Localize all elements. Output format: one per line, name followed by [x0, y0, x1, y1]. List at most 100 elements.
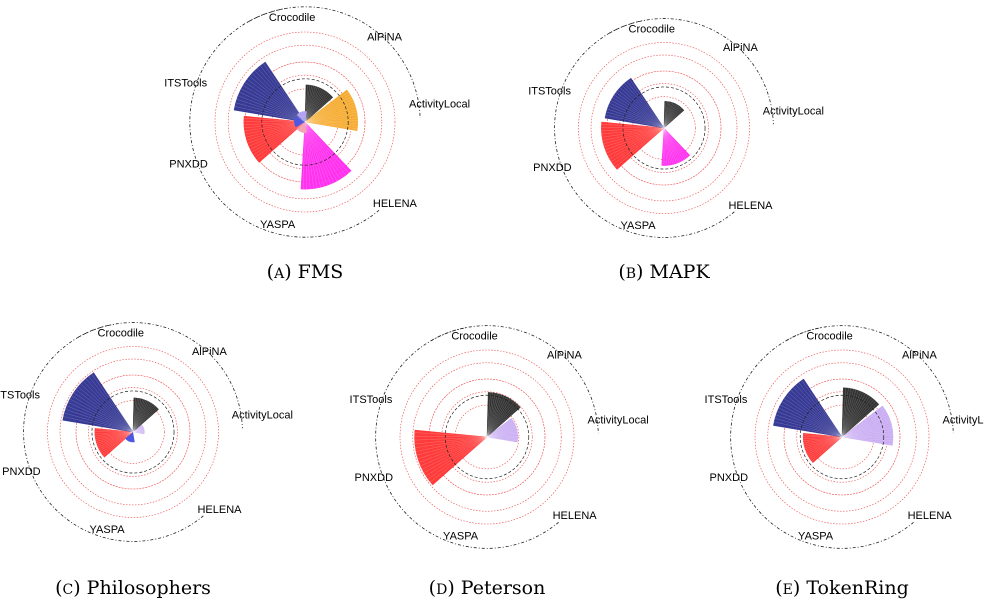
bar-facet-line [132, 398, 138, 433]
bar-facet-line [841, 389, 854, 438]
bar-facet-line [304, 121, 311, 190]
bar-facet-line [606, 111, 665, 129]
bar-facet-line [304, 99, 353, 123]
center-wedge [296, 122, 307, 133]
bar-facet-line [486, 420, 514, 438]
bar-facet-line [841, 436, 894, 439]
bar-facet-line [80, 383, 134, 433]
bar-facet-line [263, 63, 306, 123]
panel-d: Crocodile AlPiNA ActivityLocal HELENA YASPA P… [350, 325, 649, 599]
bar-itstools [233, 61, 306, 123]
tool-label-crocodile: Crocodile [269, 12, 315, 24]
bar-facet-line [416, 436, 488, 456]
bar-facet-line [841, 436, 893, 442]
bar-facet-line [304, 121, 347, 176]
bar-facet-line [65, 409, 134, 433]
bar-facet-line [414, 436, 488, 438]
bar-facet-line [427, 436, 488, 480]
bar-facet-line [774, 418, 843, 438]
tool-label-helena: HELENA [908, 510, 953, 522]
panel-caption: (A) FMS [267, 261, 344, 283]
center-wedge [125, 432, 135, 443]
bar-facet-line [624, 83, 665, 129]
panel-caption: (D) Peterson [429, 577, 546, 599]
bar-facet-line [304, 85, 314, 123]
bar-facet-line [253, 121, 306, 155]
bar-facet-line [617, 89, 665, 129]
bar-facet-line [486, 392, 491, 438]
bar-facet-line [601, 127, 665, 135]
caption-letter: D [436, 582, 447, 598]
bar-facet-line [239, 92, 306, 123]
caption-open: ( [55, 577, 62, 599]
bar-facet-line [841, 401, 877, 438]
bar-facet-line [304, 121, 358, 124]
tool-label-itstools: ITSTools [705, 394, 748, 406]
bar-facet-line [95, 431, 134, 442]
panel-b: Crocodile AlPiNA ActivityLocal HELENA YASPA P… [528, 18, 824, 283]
bar-facet-line [251, 73, 306, 123]
bar-activitylocal [841, 405, 894, 446]
bar-facet-line [841, 412, 887, 438]
tool-label-helena: HELENA [373, 198, 418, 210]
bar-facet-line [415, 436, 488, 452]
bar-facet-line [486, 436, 518, 438]
bar-facet-line [841, 410, 886, 438]
bar-facet-line [75, 389, 134, 433]
bar-facet-line [304, 94, 351, 123]
bar-facet-line [606, 127, 665, 154]
bar-facet-line [619, 87, 665, 129]
tool-label-activitylocal: ActivityLocal [409, 99, 470, 111]
bar-facet-line [486, 432, 518, 438]
bar-facet-line [841, 388, 849, 438]
bar-facet-line [615, 92, 665, 129]
bar-facet-line [607, 108, 665, 129]
bar-facet-line [234, 106, 306, 123]
bar-facet-line [663, 127, 677, 164]
bar-facet-line [414, 432, 488, 438]
grid-ring [101, 400, 165, 464]
bar-facet-line [841, 391, 861, 438]
bar-facet-line [663, 127, 688, 158]
bar-facet-line [304, 91, 327, 123]
bar-facet-line [783, 398, 843, 438]
bar-facet-line [662, 127, 665, 166]
bar-facet-line [805, 436, 843, 451]
bar-facet-line [601, 127, 665, 131]
tool-label-yaspa: YASPA [798, 531, 834, 543]
bar-facet-line [96, 431, 134, 444]
tool-label-alpina: AlPiNA [367, 32, 403, 44]
bar-facet-line [663, 127, 686, 160]
bar-facet-line [841, 414, 889, 438]
panel-caption: (C) Philosophers [55, 577, 211, 599]
bar-facet-line [841, 422, 891, 438]
bar-facet-line [804, 436, 843, 449]
bar-facet-line [663, 127, 689, 157]
bar-facet-line [94, 431, 134, 436]
bar-facet-line [841, 436, 893, 444]
bar-facet-line [609, 103, 665, 129]
bar-facet-line [486, 394, 500, 438]
tool-label-pnxdd: PNXDD [533, 162, 572, 174]
bar-facet-line [486, 398, 511, 438]
bar-facet-line [663, 102, 672, 129]
bar-facet-line [304, 121, 318, 189]
panel-e: Crocodile AlPiNA ActivityLocal HELENA YASPA P… [705, 325, 984, 599]
tool-label-activitylocal: ActivityLocal [232, 410, 293, 422]
bar-facet-line [663, 108, 683, 129]
bar-facet-line [663, 127, 670, 166]
tool-label-activitylocal: ActivityLocal [588, 414, 649, 426]
bar-facet-line [604, 127, 665, 147]
caption-open: ( [267, 261, 274, 283]
tool-label-alpina: AlPiNA [547, 349, 583, 361]
bar-facet-line [304, 121, 358, 130]
bar-facet-line [132, 408, 158, 433]
bar-facet-line [103, 431, 134, 456]
bar-facet-line [621, 85, 665, 129]
tool-label-pnxdd: PNXDD [355, 472, 394, 484]
bar-facet-line [132, 398, 140, 433]
tool-label-itstools: ITSTools [528, 85, 571, 97]
bar-facet-line [101, 431, 134, 455]
bar-facet-line [304, 104, 355, 123]
bar-facet-line [82, 381, 134, 433]
